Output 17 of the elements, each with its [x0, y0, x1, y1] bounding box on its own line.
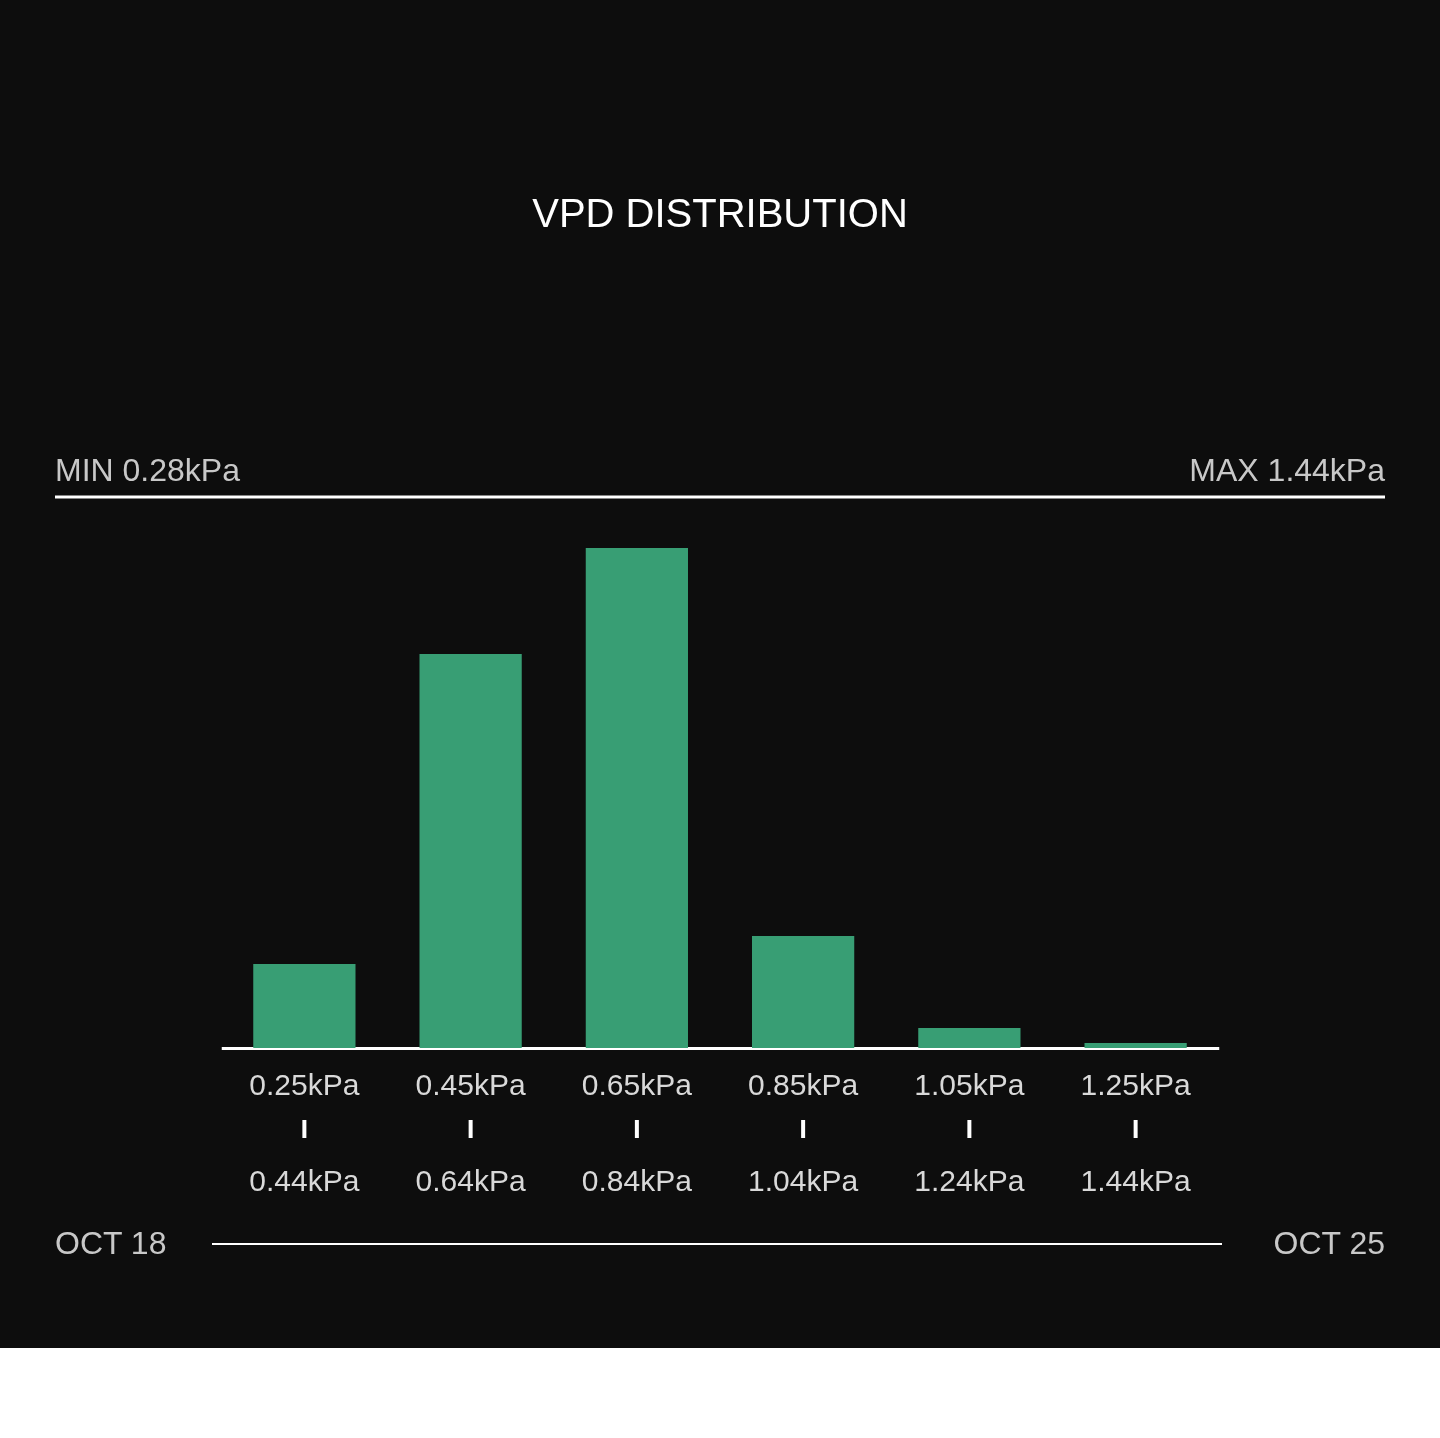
bar — [1084, 1043, 1187, 1048]
category-label: 0.85kPa 1.04kPa — [748, 1067, 859, 1197]
category-label: 0.65kPa 0.84kPa — [581, 1067, 692, 1197]
text: OCT 18 — [55, 1225, 167, 1261]
bar — [253, 964, 356, 1048]
bar — [918, 1028, 1021, 1048]
category-label: 0.25kPa 0.44kPa — [249, 1067, 360, 1197]
bar — [752, 936, 855, 1048]
chart-title: VPD DISTRIBUTION — [532, 191, 908, 235]
bar — [585, 548, 688, 1048]
category-label: 1.05kPa 1.24kPa — [914, 1067, 1025, 1197]
bar — [419, 654, 522, 1048]
text: MIN 0.28kPa — [55, 452, 241, 488]
text: OCT 25 — [1273, 1225, 1385, 1261]
category-label: 1.25kPa 1.44kPa — [1080, 1067, 1191, 1197]
text: MAX 1.44kPa — [1189, 452, 1386, 488]
category-label: 0.45kPa 0.64kPa — [415, 1067, 526, 1197]
